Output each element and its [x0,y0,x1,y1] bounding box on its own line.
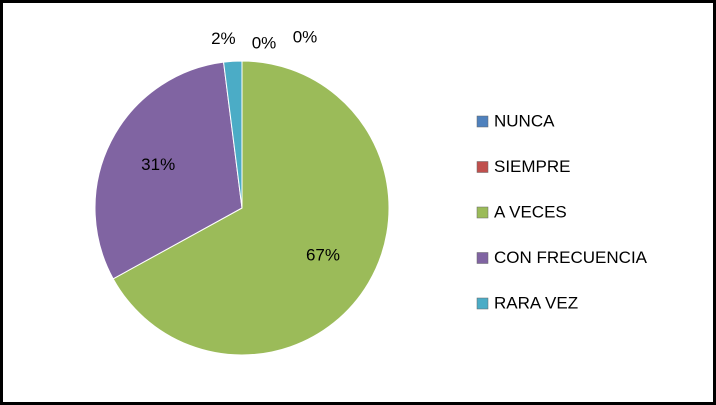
data-label: 2% [211,29,236,48]
legend-swatch [476,206,489,219]
legend-label: SIEMPRE [494,157,571,176]
data-label: 0% [252,33,277,52]
pie-slice [112,60,390,356]
pie-slice [223,60,243,209]
pie-slice [94,61,243,280]
legend-swatch [476,115,489,128]
legend-label: NUNCA [494,111,555,130]
data-label: 31% [141,155,175,174]
legend-swatch [476,161,489,173]
legend-swatch [476,297,489,310]
legend-label: RARA VEZ [494,293,578,312]
legend-label: CON FRECUENCIA [494,248,648,267]
legend-swatch [476,252,489,264]
data-label: 67% [306,245,340,264]
data-label: 0% [293,27,318,46]
legend-label: A VECES [494,202,567,221]
